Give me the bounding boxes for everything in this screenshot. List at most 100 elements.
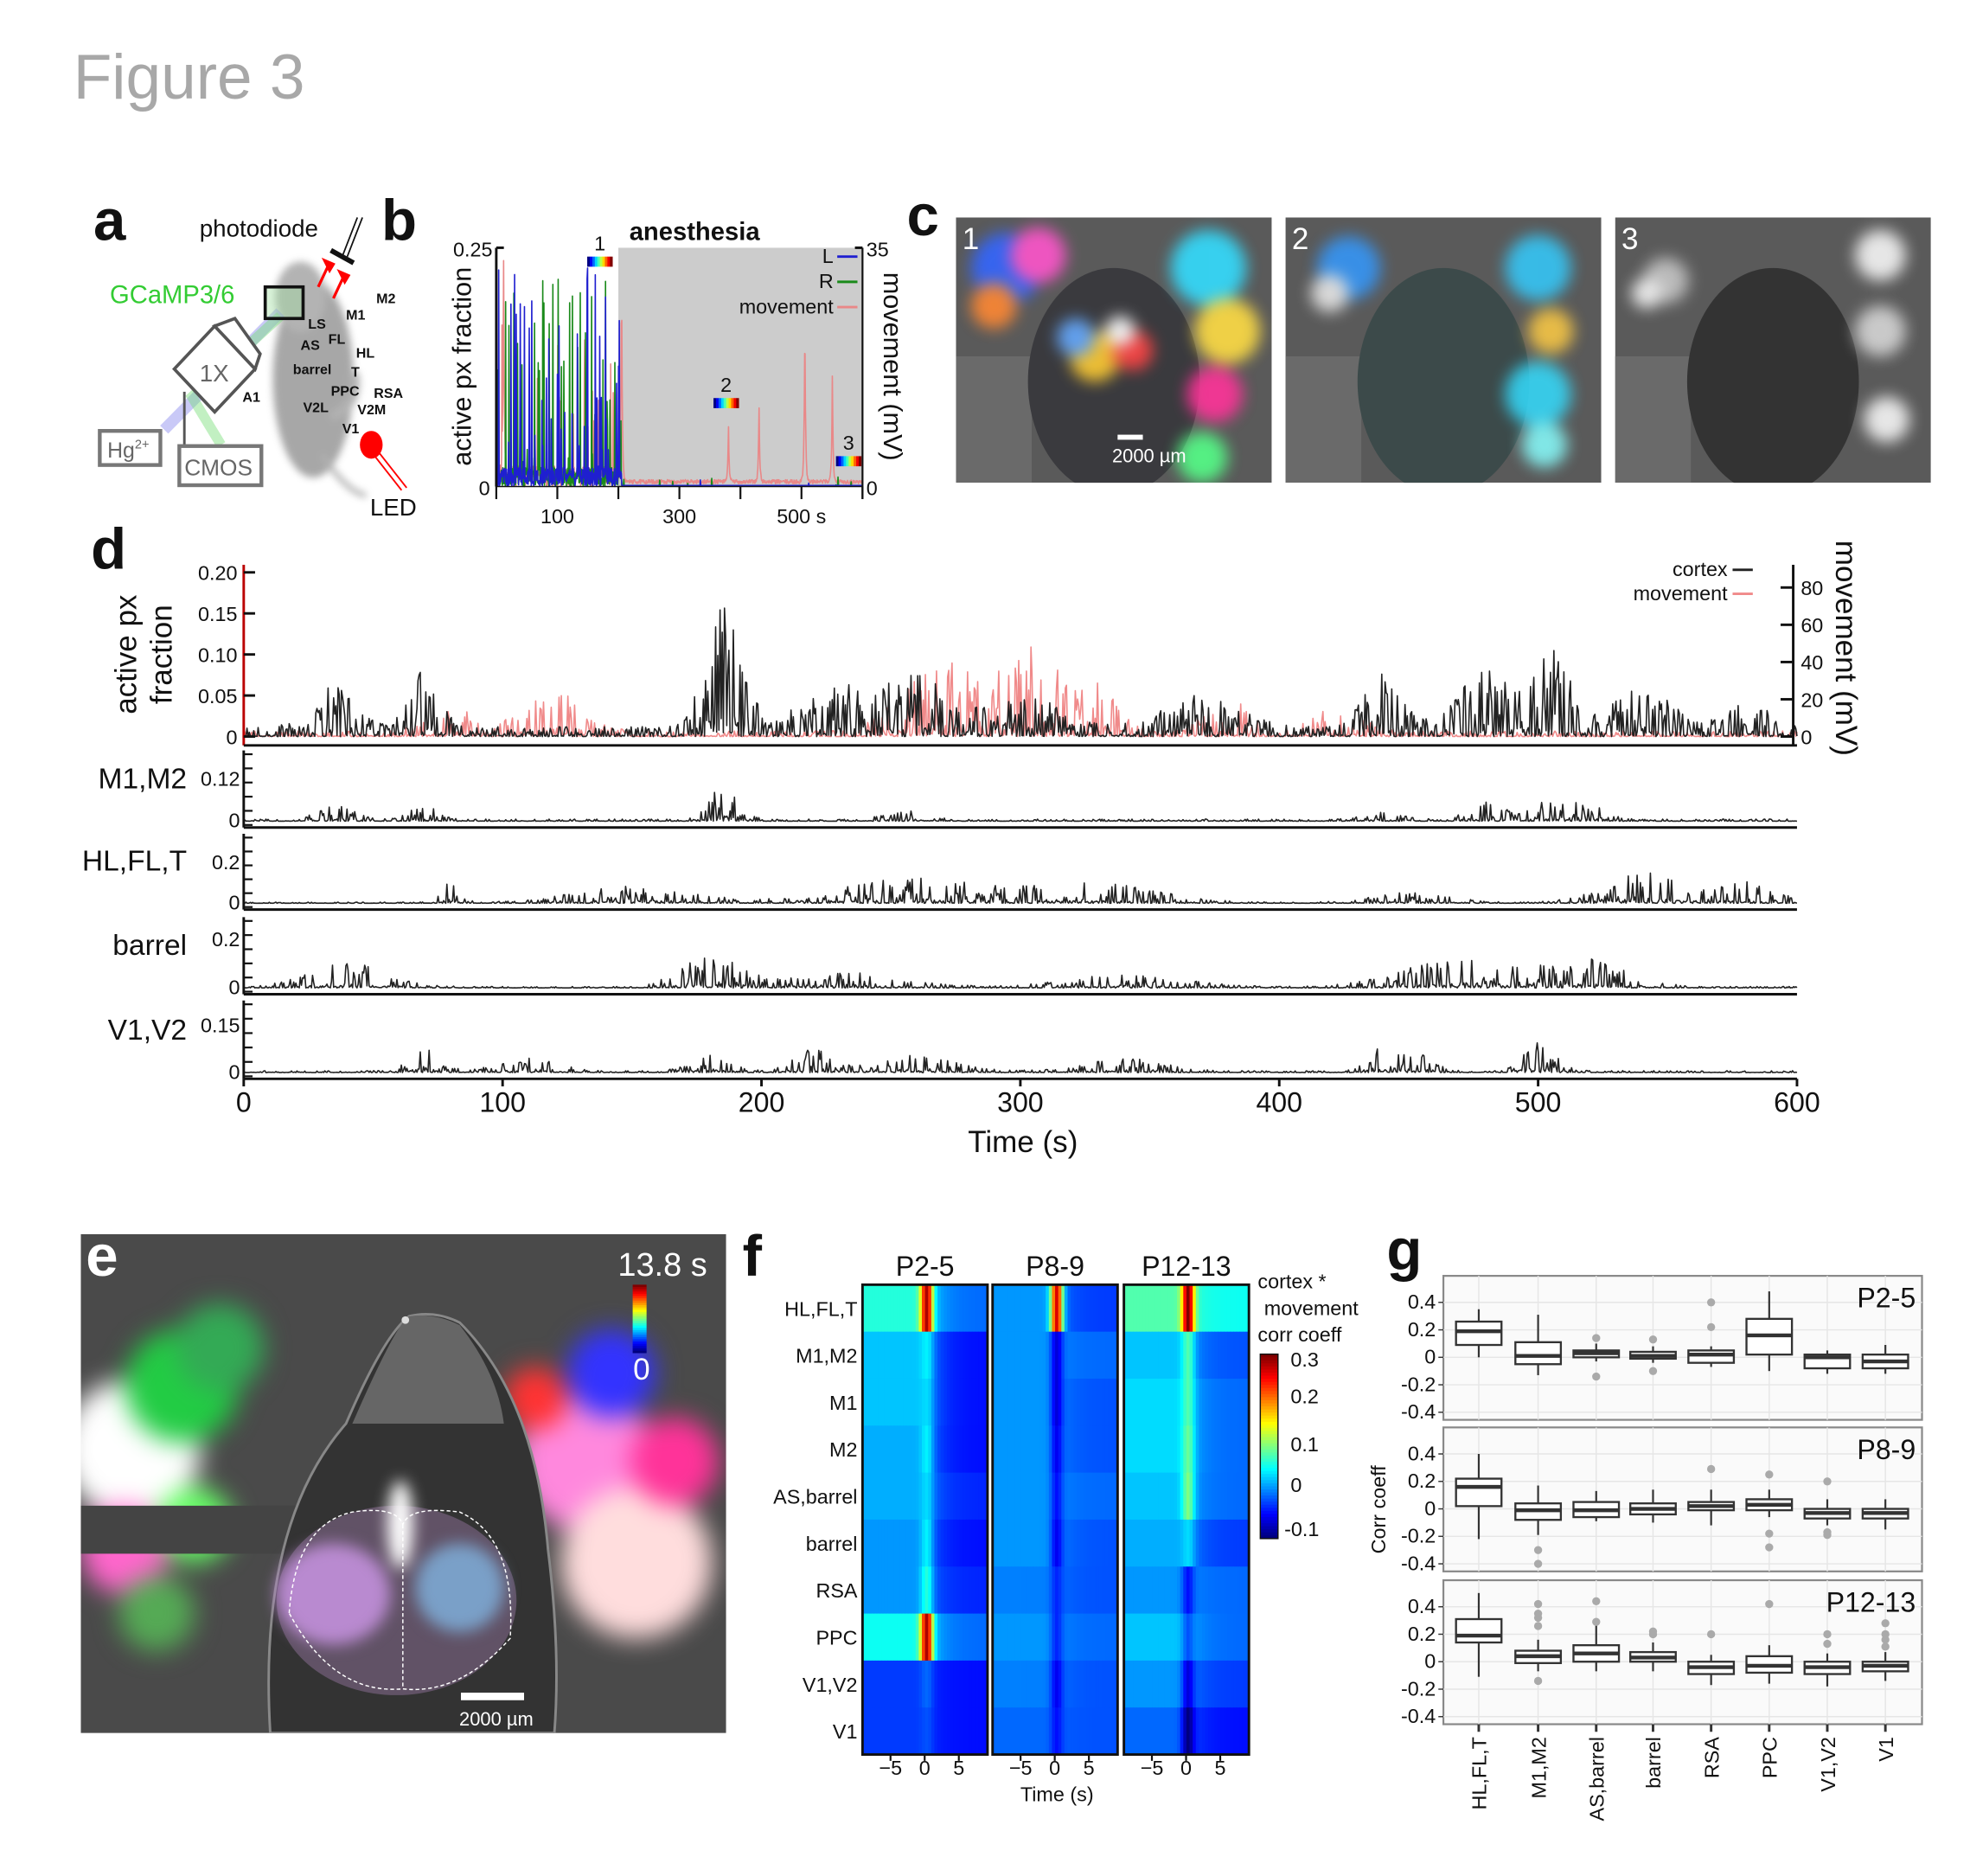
f-heatmap-cell — [899, 1566, 904, 1615]
f-heatmap-cell — [1148, 1331, 1153, 1380]
f-heatmap-cell — [1033, 1284, 1037, 1333]
f-heatmap-cell — [1230, 1378, 1234, 1426]
f-heatmap-cell — [893, 1613, 898, 1662]
d-ytick-right-label: 80 — [1801, 577, 1823, 599]
f-heatmap-cell — [940, 1519, 944, 1567]
f-heatmap-cell — [905, 1519, 911, 1567]
f-heatmap-cell — [909, 1378, 913, 1426]
f-heatmap-cell — [1218, 1284, 1222, 1333]
f-heatmap-cell — [1189, 1425, 1193, 1474]
f-heatmap-cell — [881, 1613, 886, 1662]
f-heatmap-cell — [1048, 1472, 1053, 1521]
b-marker-colorbar — [848, 456, 852, 467]
g-xtick-label: HL,FL,T — [1468, 1737, 1491, 1809]
f-heatmap-cell — [1230, 1707, 1234, 1756]
f-heatmap-cell — [995, 1566, 1000, 1615]
f-heatmap-cell — [1083, 1566, 1087, 1615]
f-heatmap-cell — [1123, 1284, 1128, 1333]
f-heatmap-cell — [1170, 1660, 1175, 1708]
f-heatmap-cell — [992, 1660, 996, 1708]
f-heatmap-cell — [918, 1660, 923, 1708]
f-heatmap-cell — [1014, 1707, 1019, 1756]
d-xtick-label: 100 — [479, 1086, 526, 1117]
f-heatmap-cell — [1005, 1613, 1009, 1662]
f-heatmap-cell — [862, 1660, 867, 1708]
f-heatmap-cell — [1023, 1331, 1028, 1380]
f-heatmap-cell — [1048, 1566, 1053, 1615]
f-row-label: barrel — [806, 1533, 858, 1555]
f-heatmap-cell — [965, 1425, 969, 1474]
f-heatmap-cell — [1011, 1566, 1015, 1615]
f-heatmap-cell — [1148, 1519, 1153, 1567]
f-heatmap-cell — [1098, 1378, 1103, 1426]
f-heatmap-cell — [1001, 1472, 1006, 1521]
cmos-camera-box: CMOS — [177, 444, 264, 488]
f-heatmap-cell — [1001, 1519, 1006, 1567]
f-heatmap-cell — [1089, 1613, 1094, 1662]
f-heatmap-cell — [1239, 1472, 1244, 1521]
f-heatmap-cell — [995, 1613, 1000, 1662]
panel-letter-e: e — [86, 1224, 118, 1289]
f-heatmap-cell — [1205, 1613, 1209, 1662]
f-heatmap-cell — [1027, 1284, 1031, 1333]
f-heatmap-cell — [943, 1425, 948, 1474]
f-heatmap-cell — [1027, 1519, 1031, 1567]
f-heatmap-cell — [1064, 1425, 1069, 1474]
f-heatmap-cell — [1064, 1566, 1069, 1615]
f-heatmap-cell — [1220, 1566, 1225, 1615]
f-heatmap-cell — [897, 1660, 901, 1708]
d-traces — [243, 607, 1798, 1073]
f-heatmap-cell — [1114, 1613, 1118, 1662]
f-heatmap-cell — [1142, 1707, 1147, 1756]
f-heatmap-cell — [903, 1331, 907, 1380]
f-heatmap-cell — [995, 1425, 1000, 1474]
f-heatmap-cell — [1152, 1660, 1156, 1708]
g-outlier — [1823, 1629, 1832, 1639]
d-xtick-label: 500 — [1515, 1086, 1562, 1117]
f-heatmap-cell — [1077, 1378, 1081, 1426]
f-heatmap-cell — [971, 1331, 976, 1380]
c-image-label: 3 — [1621, 222, 1638, 256]
f-heatmap-cell — [1061, 1660, 1065, 1708]
f-heatmap-cell — [1161, 1472, 1166, 1521]
f-heatmap-cell — [1142, 1284, 1147, 1333]
g-xtick-label: M1,M2 — [1527, 1737, 1550, 1798]
f-heatmap-cell — [959, 1425, 963, 1474]
d-ylabel-line2: fraction — [145, 605, 179, 704]
f-heatmap-cell — [865, 1566, 870, 1615]
f-row-label: AS,barrel — [773, 1486, 857, 1508]
f-heatmap-cell — [1089, 1519, 1094, 1567]
f-heatmap-cell — [1230, 1566, 1234, 1615]
f-heatmap-cell — [1164, 1284, 1168, 1333]
f-heatmap-cell — [946, 1707, 951, 1756]
f-heatmap-cell — [1186, 1613, 1191, 1662]
f-heatmap-cell — [922, 1566, 926, 1615]
f-heatmap-cell — [965, 1707, 969, 1756]
g-outlier — [1823, 1531, 1832, 1540]
f-cbar-title-2: movement — [1264, 1297, 1359, 1319]
f-heatmap-cell — [872, 1472, 876, 1521]
f-heatmap-cell — [1108, 1707, 1112, 1756]
f-heatmap-cell — [1071, 1566, 1075, 1615]
f-heatmap-cell — [897, 1519, 901, 1567]
f-row-label: V1,V2 — [803, 1674, 858, 1696]
f-heatmap-cell — [1239, 1707, 1244, 1756]
b-marker-colorbar — [602, 256, 605, 267]
f-heatmap-cell — [981, 1331, 985, 1380]
f-heatmap-cell — [937, 1613, 942, 1662]
g-outlier — [1765, 1543, 1774, 1552]
f-heatmap-cell — [978, 1566, 982, 1615]
f-heatmap-cell — [1123, 1472, 1128, 1521]
f-heatmap-cell — [1208, 1707, 1212, 1756]
f-heatmap-cell — [1030, 1566, 1034, 1615]
b-marker-colorbar — [846, 456, 849, 467]
f-heatmap-cell — [1233, 1519, 1238, 1567]
b-marker-colorbar — [592, 256, 596, 267]
f-heatmap-cell — [981, 1378, 985, 1426]
f-heatmap-cell — [1096, 1613, 1100, 1662]
f-heatmap-cell — [969, 1519, 973, 1567]
f-heatmap-cell — [1189, 1707, 1193, 1756]
f-heatmap-cell — [1148, 1613, 1153, 1662]
e-colorbar — [632, 1309, 647, 1313]
f-heatmap-cell — [1039, 1425, 1044, 1474]
